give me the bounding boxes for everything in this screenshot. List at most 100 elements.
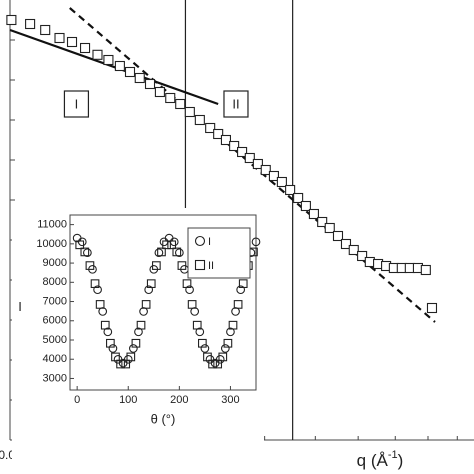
point <box>167 240 177 250</box>
fit-line <box>9 28 219 106</box>
point <box>332 230 344 242</box>
inset-y-axis-label: I <box>18 299 22 314</box>
point <box>420 264 431 276</box>
point <box>213 359 223 369</box>
point <box>144 78 156 90</box>
point <box>233 300 243 309</box>
point <box>177 261 187 270</box>
point <box>357 250 368 262</box>
point <box>80 247 90 257</box>
point <box>195 327 205 337</box>
point <box>25 18 36 30</box>
point <box>134 327 143 337</box>
point <box>83 248 92 258</box>
point <box>162 240 171 250</box>
point <box>220 134 231 146</box>
point <box>85 261 95 270</box>
point <box>116 359 125 369</box>
point <box>172 247 182 257</box>
point <box>228 320 238 330</box>
point <box>364 256 375 268</box>
point <box>231 307 240 316</box>
inset-y-tick-label: 5000 <box>43 334 67 346</box>
point <box>126 352 136 362</box>
point <box>108 344 118 353</box>
region-label: II <box>232 96 239 111</box>
point <box>103 54 114 66</box>
point <box>154 248 164 258</box>
point <box>194 114 205 126</box>
inset-y-tick-label: 7000 <box>43 295 67 307</box>
legend-label: II <box>208 260 214 272</box>
point <box>121 359 131 369</box>
inset-x-tick-label: 0 <box>74 394 80 406</box>
point <box>426 302 438 314</box>
point <box>317 216 328 228</box>
point <box>223 338 233 348</box>
point <box>252 158 263 170</box>
point <box>187 300 197 309</box>
point <box>285 184 296 196</box>
point <box>114 60 125 72</box>
x-axis-label-end: ) <box>398 451 404 470</box>
fit-line <box>69 7 436 323</box>
inset-y-tick-label: 11000 <box>37 219 67 231</box>
point <box>134 72 145 84</box>
point <box>165 92 176 104</box>
inset-frame <box>69 214 257 391</box>
point <box>218 352 228 362</box>
point <box>236 285 246 295</box>
point <box>75 240 85 250</box>
x-axis-label: q (Å-1) <box>357 449 404 471</box>
point <box>324 222 335 234</box>
x-axis-label-sup: -1 <box>388 449 398 461</box>
point <box>260 164 271 176</box>
point <box>194 259 206 271</box>
point <box>90 279 100 289</box>
point <box>106 338 115 348</box>
point <box>238 279 248 289</box>
point <box>54 32 65 44</box>
point <box>154 86 165 98</box>
point <box>77 237 87 247</box>
point <box>95 300 105 309</box>
point <box>194 235 206 247</box>
inset-y-tick-label: 3000 <box>43 372 67 384</box>
point <box>175 248 184 258</box>
inset-x-axis-label: θ (°) <box>151 411 176 426</box>
point <box>144 285 154 295</box>
point <box>213 128 224 140</box>
point <box>208 359 217 369</box>
point <box>197 338 207 348</box>
point <box>124 66 136 78</box>
point <box>66 36 78 48</box>
point <box>244 152 255 164</box>
point <box>100 320 110 330</box>
point <box>192 320 202 330</box>
point <box>185 285 194 295</box>
region-label: I <box>75 96 79 111</box>
point <box>141 300 151 309</box>
point <box>203 352 212 362</box>
point <box>157 247 166 257</box>
point <box>308 208 319 220</box>
point <box>123 354 133 364</box>
inset-y-tick-label: 4000 <box>43 353 67 365</box>
inset-x-tick-label: 200 <box>170 394 188 406</box>
point <box>93 285 102 295</box>
point <box>276 176 287 188</box>
point <box>205 122 216 134</box>
point <box>103 327 113 337</box>
point <box>6 14 17 26</box>
point <box>146 279 156 289</box>
point <box>348 244 359 256</box>
inset-y-tick-label: 8000 <box>43 276 67 288</box>
x-axis-label-main: q (Å <box>357 451 389 470</box>
point <box>136 320 146 330</box>
point <box>184 106 195 118</box>
point <box>251 237 261 247</box>
point <box>131 338 141 348</box>
point <box>79 42 91 54</box>
inset-y-tick-label: 9000 <box>43 257 67 269</box>
